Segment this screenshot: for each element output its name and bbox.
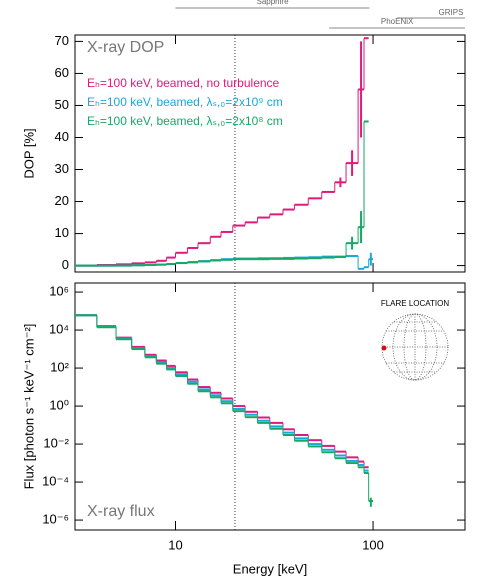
y-tick-label: 10²	[50, 360, 69, 375]
y-tick-label: 10⁴	[49, 322, 69, 337]
series-group	[75, 37, 374, 270]
y-tick-label: 0	[62, 257, 69, 272]
legend-entry: Eₕ=100 keV, beamed, λₛ,₀=2x10⁹ cm	[87, 95, 283, 109]
y-axis-title: DOP [%]	[21, 128, 36, 178]
y-tick-label: 60	[55, 65, 69, 80]
plot-frame	[74, 282, 466, 531]
inset-title: FLARE LOCATION	[381, 299, 450, 308]
flare-point	[381, 345, 387, 351]
instrument-label: GRIPS	[439, 8, 464, 17]
series-group	[75, 314, 374, 507]
legend-entry: Eₕ=100 keV, beamed, no turbulence	[87, 76, 280, 90]
y-tick-label: 50	[55, 97, 69, 112]
x-tick-label: 10	[168, 537, 182, 552]
y-tick-label: 10⁰	[49, 398, 69, 413]
y-tick-label: 10⁶	[49, 284, 69, 299]
y-tick-label: 10⁻⁶	[42, 512, 69, 527]
panel-label: X-ray flux	[87, 503, 155, 520]
legend-entry: Eₕ=100 keV, beamed, λₛ,₀=2x10⁸ cm	[87, 114, 283, 128]
instrument-label: PhoENiX	[381, 17, 414, 26]
instrument-label: Sapphire	[257, 0, 290, 6]
plot-frame	[74, 34, 466, 273]
y-tick-label: 70	[55, 33, 69, 48]
flare-location-globe: FLARE LOCATION	[381, 299, 450, 381]
panel-label: X-ray DOP	[87, 39, 164, 56]
y-tick-label: 20	[55, 193, 69, 208]
y-tick-label: 40	[55, 129, 69, 144]
y-tick-label: 30	[55, 161, 69, 176]
y-tick-label: 10⁻⁴	[42, 474, 69, 489]
x-axis-title: Energy [keV]	[233, 561, 307, 576]
y-tick-label: 10	[55, 225, 69, 240]
x-tick-label: 100	[362, 537, 384, 552]
y-axis-title: Flux [photon s⁻¹ keV⁻¹ cm⁻²]	[21, 324, 36, 490]
y-tick-label: 10⁻²	[43, 436, 69, 451]
